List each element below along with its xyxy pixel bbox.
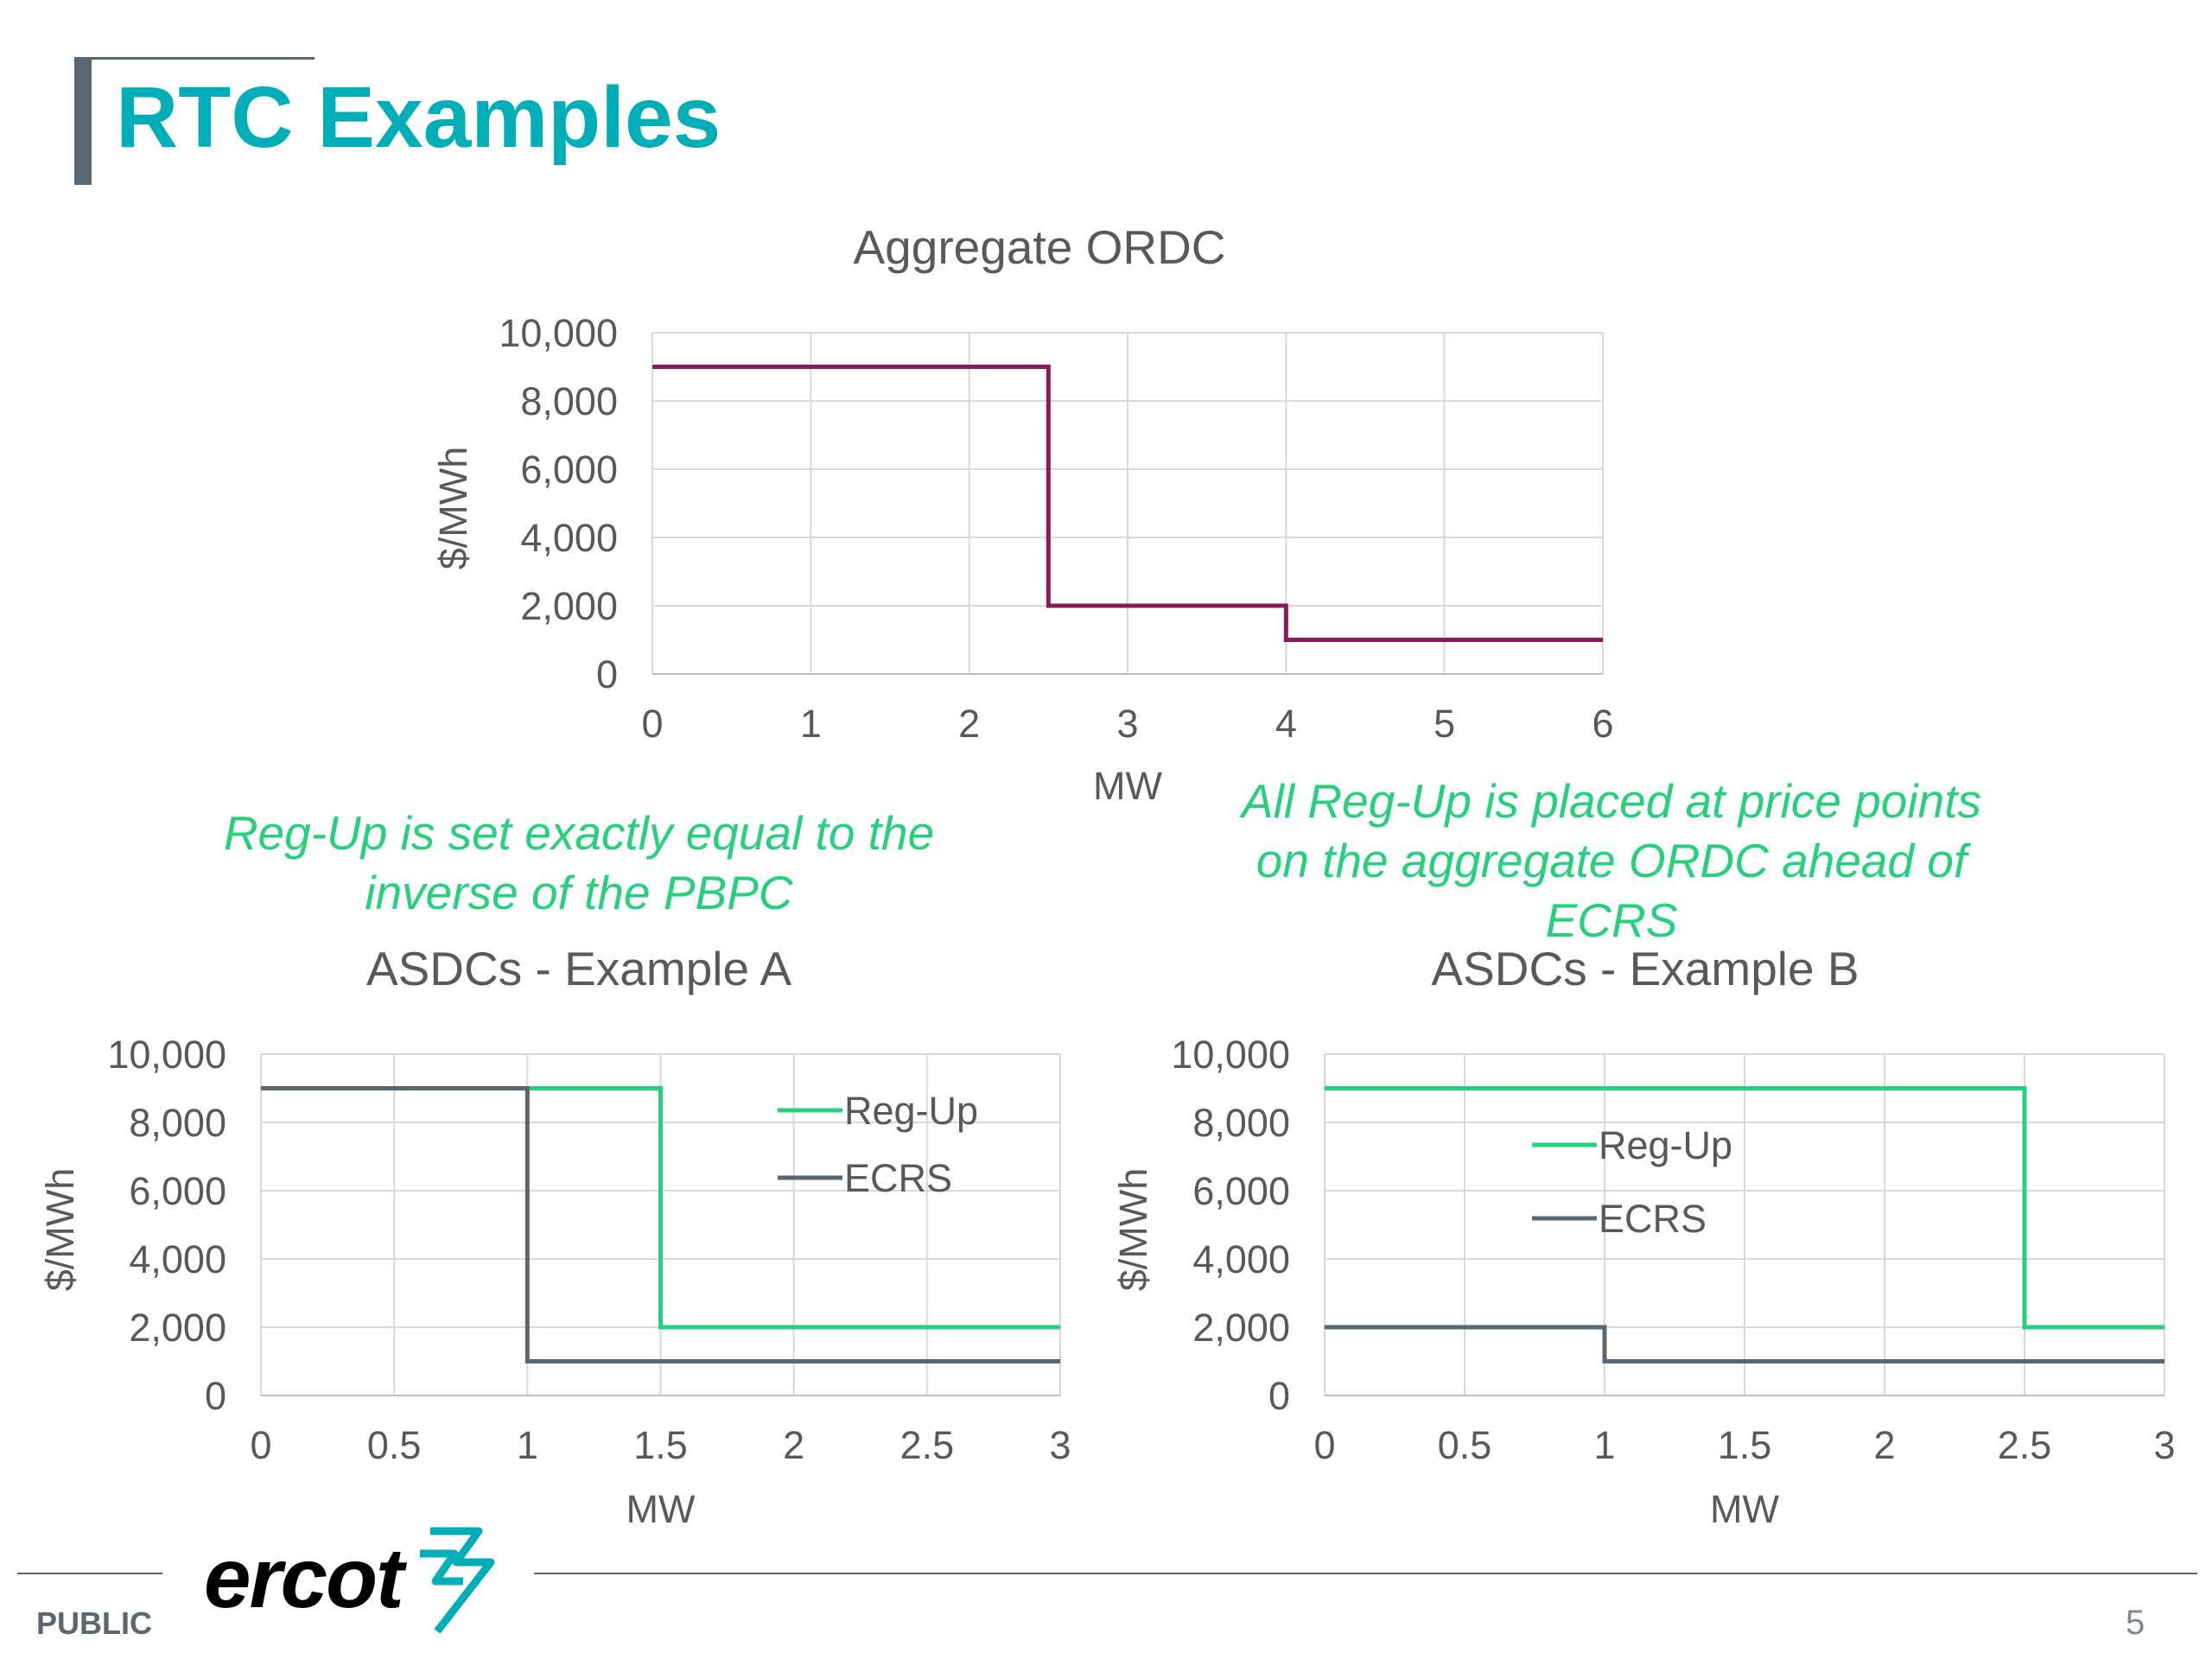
y-tick-label: 0 xyxy=(596,652,618,696)
x-tick-label: 3 xyxy=(1049,1423,1071,1467)
chart-svg: Aggregate ORDC 0 2,000 4,000 6,000 8,000 10,00… xyxy=(431,220,1614,808)
legend-label: ECRS xyxy=(844,1156,952,1200)
aggregate-ordc-chart: Aggregate ORDC 0 2,000 4,000 6,000 8,000 10,00… xyxy=(415,220,1624,812)
footer-divider-left xyxy=(17,1573,162,1574)
y-tick-label: 6,000 xyxy=(129,1169,226,1213)
series-line-ecrs xyxy=(1325,1325,2164,1363)
x-axis-label: MW xyxy=(1710,1487,1779,1531)
y-tick-label: 6,000 xyxy=(520,448,618,492)
y-tick-label: 10,000 xyxy=(499,311,618,355)
y-axis-label: $/MWh xyxy=(1111,1168,1155,1292)
x-tick-label: 1.5 xyxy=(633,1423,688,1467)
legend-label: ECRS xyxy=(1599,1197,1707,1241)
y-tick-label: 4,000 xyxy=(129,1237,226,1281)
x-tick-label: 0.5 xyxy=(367,1423,422,1467)
note-left-line: Reg-Up is set exactly equal to the xyxy=(223,806,935,860)
footer-public-label: PUBLIC xyxy=(36,1605,152,1641)
x-tick-label: 1 xyxy=(1593,1423,1615,1467)
y-tick-label: 10,000 xyxy=(107,1033,226,1077)
chart-legend: Reg-Up ECRS xyxy=(778,1089,978,1200)
y-tick-label: 8,000 xyxy=(1192,1101,1290,1145)
note-right-line: All Reg-Up is placed at price points xyxy=(1242,774,1981,828)
slide-title: RTC Examples xyxy=(116,69,721,166)
chart-svg: ASDCs - Example B02,0004,0006,0008,00010… xyxy=(1111,942,2176,1531)
y-tick-label: 10,000 xyxy=(1171,1033,1290,1077)
y-tick-label: 0 xyxy=(205,1374,226,1418)
chart-legend: Reg-Up ECRS xyxy=(1532,1123,1732,1241)
x-tick-label: 1 xyxy=(800,702,822,746)
lightning-bolt-icon xyxy=(420,1527,495,1634)
y-tick-label: 8,000 xyxy=(129,1101,226,1145)
logo-wordmark: ercot xyxy=(204,1530,407,1625)
x-tick-label: 0 xyxy=(641,702,663,746)
note-left-line: inverse of the PBPC xyxy=(365,866,793,919)
x-tick-label: 0.5 xyxy=(1438,1423,1492,1467)
title-accent-line xyxy=(76,57,315,60)
x-tick-label: 1 xyxy=(517,1423,538,1467)
chart-svg: ASDCs - Example A02,0004,0006,0008,00010… xyxy=(38,942,1071,1531)
title-accent-bar xyxy=(74,57,92,185)
y-tick-label: 4,000 xyxy=(1192,1237,1290,1281)
x-tick-label: 2 xyxy=(1873,1423,1895,1467)
chart-title: ASDCs - Example A xyxy=(366,942,791,995)
footer-divider-right xyxy=(534,1573,2197,1574)
y-tick-label: 6,000 xyxy=(1192,1169,1290,1213)
series-line-reg-up xyxy=(1325,1086,2164,1330)
chart-title: Aggregate ORDC xyxy=(853,220,1225,274)
x-tick-label: 3 xyxy=(2153,1423,2175,1467)
x-tick-label: 0 xyxy=(1313,1423,1335,1467)
x-tick-label: 3 xyxy=(1116,702,1138,746)
y-tick-label: 0 xyxy=(1268,1374,1290,1418)
note-right-line: on the aggregate ORDC ahead of xyxy=(1255,834,1967,887)
y-tick-label: 2,000 xyxy=(1192,1306,1290,1350)
y-tick-label: 2,000 xyxy=(520,584,618,628)
series-line-ecrs xyxy=(261,1086,1060,1363)
x-tick-label: 2 xyxy=(958,702,980,746)
x-axis-label: MW xyxy=(626,1487,696,1531)
note-right-line: ECRS xyxy=(1545,893,1678,947)
page-number: 5 xyxy=(2126,1604,2145,1642)
asdcs-example-b-chart: ASDCs - Example B 0 2,000 4,000 6,000 8,000 10… xyxy=(1089,942,2203,1542)
legend-label: Reg-Up xyxy=(1599,1123,1732,1167)
note-left: Reg-Up is set exactly equal to the inver… xyxy=(160,804,998,923)
series-line xyxy=(652,365,1603,642)
x-tick-label: 2.5 xyxy=(900,1423,955,1467)
x-tick-label: 0 xyxy=(250,1423,271,1467)
y-tick-label: 4,000 xyxy=(520,516,618,560)
x-tick-label: 5 xyxy=(1433,702,1455,746)
x-tick-label: 1.5 xyxy=(1718,1423,1772,1467)
chart-title: ASDCs - Example B xyxy=(1431,942,1859,995)
y-axis-label: $/MWh xyxy=(431,447,475,570)
note-right: All Reg-Up is placed at price points on … xyxy=(1197,772,2026,950)
x-tick-label: 4 xyxy=(1275,702,1297,746)
y-tick-label: 2,000 xyxy=(129,1306,226,1350)
y-tick-label: 8,000 xyxy=(520,379,618,423)
ercot-logo: ercot xyxy=(204,1521,515,1637)
x-axis-label: MW xyxy=(1093,764,1162,808)
y-axis-label: $/MWh xyxy=(38,1168,82,1292)
x-tick-label: 2 xyxy=(783,1423,804,1467)
legend-label: Reg-Up xyxy=(844,1089,978,1133)
asdcs-example-a-chart: ASDCs - Example A 0 2,000 4,000 6,000 8,000 10… xyxy=(35,942,1106,1542)
x-tick-label: 6 xyxy=(1592,702,1613,746)
x-tick-label: 2.5 xyxy=(1998,1423,2052,1467)
